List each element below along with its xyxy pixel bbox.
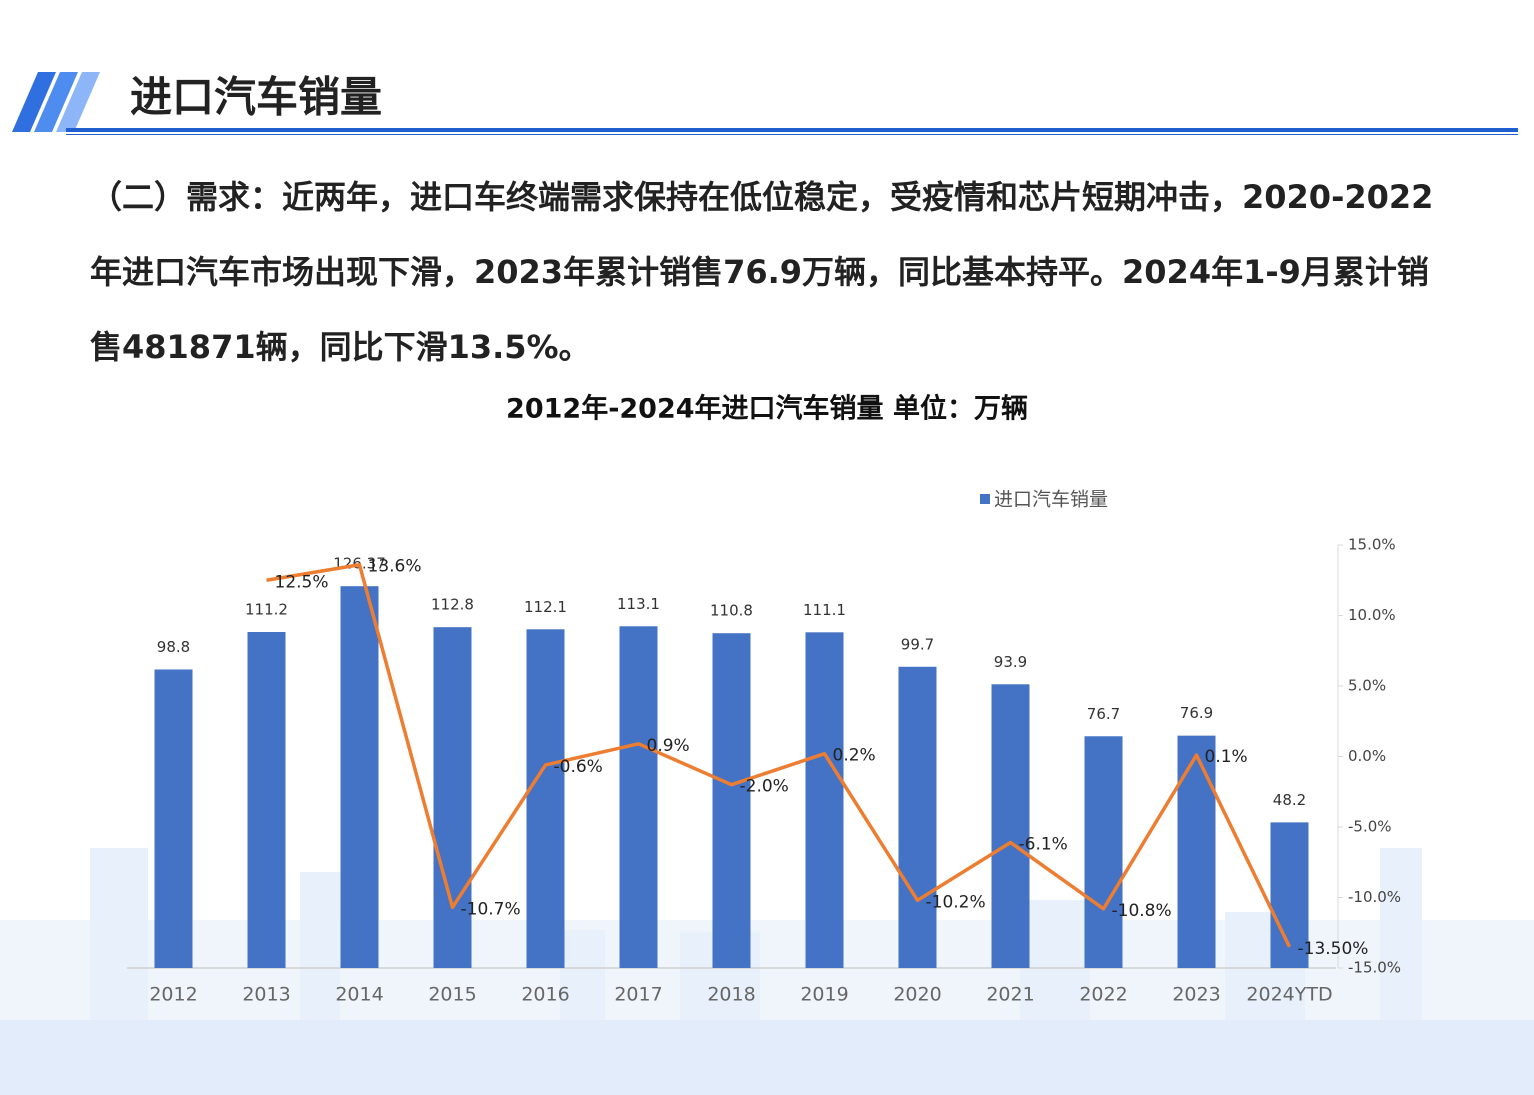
line-value-label: 0.1% (1205, 747, 1248, 767)
bar-value-label: 111.2 (245, 601, 288, 619)
bar (1084, 736, 1123, 968)
bar (526, 629, 565, 968)
y2-tick-label: 10.0% (1348, 606, 1396, 624)
x-tick-label: 2019 (800, 984, 848, 1006)
bar (805, 632, 844, 968)
line-value-label: 0.9% (647, 736, 690, 756)
bar-value-label: 93.9 (994, 653, 1027, 671)
x-tick-label: 2023 (1172, 984, 1220, 1006)
bar (898, 666, 937, 968)
x-tick-label: 2021 (986, 984, 1034, 1006)
bar-value-label: 76.9 (1180, 704, 1213, 722)
line-value-label: 12.5% (275, 572, 329, 592)
line-value-label: -10.2% (926, 892, 986, 912)
header-logo (12, 72, 1518, 135)
line-value-label: -10.8% (1112, 901, 1172, 921)
line-value-label: 0.2% (833, 746, 876, 766)
bar (433, 627, 472, 968)
bar (991, 684, 1030, 968)
line (266, 562, 1292, 948)
line-value-label: -0.6% (554, 757, 603, 777)
bar-value-label: 98.8 (157, 638, 190, 656)
line-value-label: -6.1% (1019, 835, 1068, 855)
x-tick-label: 2020 (893, 984, 941, 1006)
bar-value-label: 99.7 (901, 635, 934, 653)
bar-value-label: 112.8 (431, 596, 474, 614)
y2-tick-label: -5.0% (1348, 818, 1392, 836)
x-tick-label: 2015 (428, 984, 476, 1006)
y2-tick-label: 15.0% (1348, 536, 1396, 554)
line-value-label: -13.50% (1298, 939, 1369, 959)
legend-label: 进口汽车销量 (994, 489, 1108, 511)
x-tick-label: 2012 (149, 984, 197, 1006)
header-title: 进口汽车销量 (130, 73, 382, 122)
chart-title: 2012年-2024年进口汽车销量 单位：万辆 (506, 393, 1028, 425)
line-value-label: -10.7% (461, 899, 521, 919)
x-tick-label: 2018 (707, 984, 755, 1006)
bar (1177, 735, 1216, 968)
line-value-label: -2.0% (740, 777, 789, 797)
legend-swatch (980, 494, 990, 504)
x-tick-label: 2016 (521, 984, 569, 1006)
bar-value-label: 48.2 (1273, 791, 1306, 809)
bar (247, 632, 286, 968)
bar (712, 633, 751, 968)
x-tick-label: 2024YTD (1246, 984, 1332, 1006)
bar-value-label: 111.1 (803, 601, 846, 619)
bar (154, 669, 193, 968)
line-value-label: 13.6% (368, 557, 422, 577)
bar (619, 626, 658, 968)
x-tick-label: 2022 (1079, 984, 1127, 1006)
bar (340, 586, 379, 968)
x-tick-label: 2017 (614, 984, 662, 1006)
x-tick-label: 2013 (242, 984, 290, 1006)
paragraph: （二）需求：近两年，进口车终端需求保持在低位稳定，受疫情和芯片短期冲击，2020… (90, 178, 1434, 366)
y2-tick-label: -10.0% (1348, 888, 1401, 906)
y2-tick-label: 5.0% (1348, 677, 1386, 695)
bar-value-label: 110.8 (710, 602, 753, 620)
bar-value-label: 113.1 (617, 595, 660, 613)
y2-tick-label: 0.0% (1348, 747, 1386, 765)
y2-tick-label: -15.0% (1348, 959, 1401, 977)
x-tick-label: 2014 (335, 984, 383, 1006)
bar-value-label: 76.7 (1087, 705, 1120, 723)
bar-value-label: 112.1 (524, 598, 567, 616)
